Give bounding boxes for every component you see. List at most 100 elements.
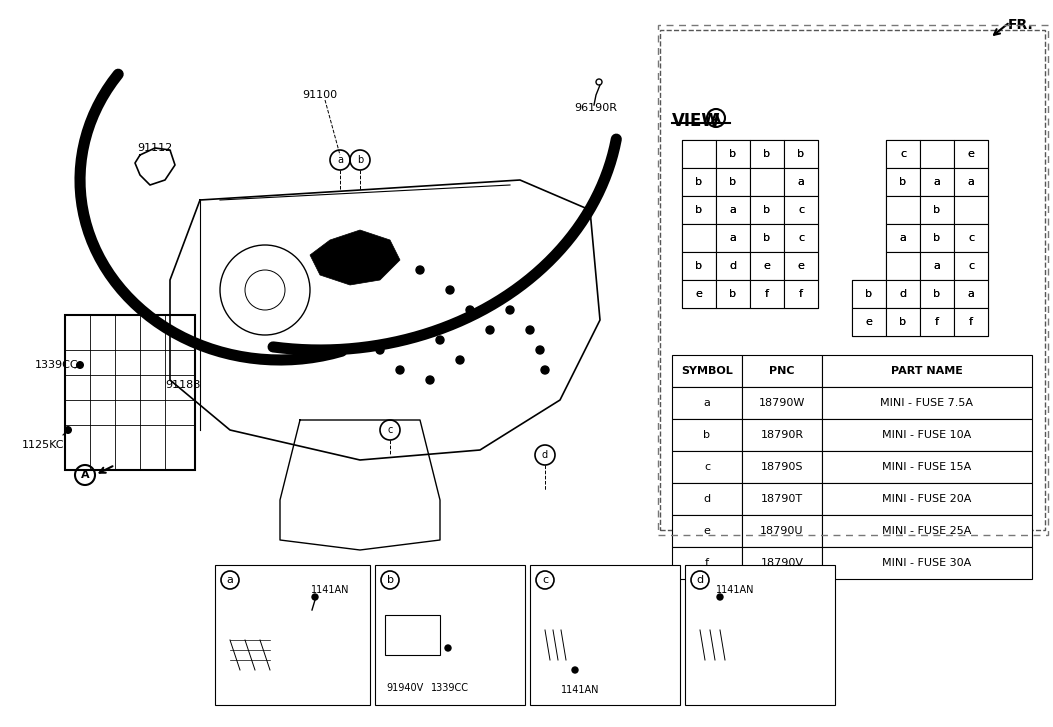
Text: e: e [696,289,702,299]
Bar [682,280,716,308]
Text: 18790S: 18790S [760,462,803,472]
Bar [742,355,822,387]
Text: PART NAME: PART NAME [891,366,962,376]
Text: c: c [798,205,804,215]
Bar [750,224,784,252]
Text: d: d [730,261,736,271]
Text: 18790R: 18790R [760,430,803,440]
Text: c: c [798,205,804,215]
Bar [886,280,920,308]
Bar [676,134,994,342]
Bar [716,252,750,280]
Text: A: A [81,470,90,480]
Text: c: c [798,233,804,243]
Text: MINI - FUSE 7.5A: MINI - FUSE 7.5A [880,398,974,408]
Text: 91112: 91112 [137,143,173,153]
Bar [920,140,954,168]
Bar [920,308,954,336]
Text: b: b [703,430,711,440]
Text: c: c [968,261,974,271]
Text: f: f [764,289,769,299]
Bar [954,168,988,196]
Text: a: a [730,205,736,215]
Text: c: c [968,261,974,271]
Bar [920,224,954,252]
Text: e: e [866,317,873,327]
Bar [672,515,742,547]
Text: b: b [934,205,940,215]
Text: MINI - FUSE 10A: MINI - FUSE 10A [882,430,972,440]
Polygon shape [310,230,400,285]
Text: b: b [934,233,940,243]
Text: 91100: 91100 [302,90,338,100]
Circle shape [312,594,318,600]
Bar [672,483,742,515]
Text: b: b [797,149,804,159]
Text: SYMBOL: SYMBOL [681,366,733,376]
Bar [954,140,988,168]
Bar [716,196,750,224]
Bar [920,280,954,308]
Circle shape [64,426,72,434]
Text: 1141AN: 1141AN [561,685,599,695]
Bar [784,280,818,308]
Bar [784,196,818,224]
Text: b: b [866,289,873,299]
Bar [954,252,988,280]
Text: b: b [730,289,736,299]
Text: 18790U: 18790U [760,526,803,536]
Bar [716,140,750,168]
Circle shape [396,366,404,374]
Text: b: b [934,233,940,243]
Bar [822,483,1032,515]
Text: b: b [899,317,907,327]
Bar [886,252,920,280]
Bar [682,140,716,168]
Text: b: b [866,289,873,299]
Bar [886,140,920,168]
Text: b: b [934,205,940,215]
Text: a: a [703,398,711,408]
Text: FR.: FR. [1008,18,1034,32]
Bar [784,224,818,252]
Text: 18790T: 18790T [761,494,803,504]
Text: b: b [730,289,736,299]
Bar [954,280,988,308]
Text: f: f [799,289,803,299]
Bar [750,140,784,168]
Text: e: e [866,317,873,327]
Bar [742,483,822,515]
Text: e: e [696,289,702,299]
Bar [672,547,742,579]
Bar [886,168,920,196]
Text: 1141AN: 1141AN [311,585,350,595]
Text: MINI - FUSE 30A: MINI - FUSE 30A [882,558,972,568]
Bar [784,140,818,168]
Text: b: b [763,205,771,215]
Bar [742,547,822,579]
Bar [822,387,1032,419]
Text: d: d [542,450,548,460]
Bar [784,252,818,280]
Bar [920,280,954,308]
Bar [750,224,784,252]
Text: a: a [934,261,940,271]
Text: MINI - FUSE 15A: MINI - FUSE 15A [882,462,972,472]
Text: f: f [969,317,973,327]
Bar [920,252,954,280]
Text: 18790W: 18790W [759,398,806,408]
Text: b: b [695,177,702,187]
Circle shape [456,356,464,364]
Bar [750,168,784,196]
Bar [716,196,750,224]
Text: 1141AN: 1141AN [716,585,754,595]
Bar [920,308,954,336]
Bar [920,168,954,196]
Text: b: b [899,177,907,187]
Text: 1125KC: 1125KC [22,440,64,450]
Bar [716,280,750,308]
Bar [954,308,988,336]
Bar [750,252,784,280]
Bar [742,419,822,451]
Bar [886,308,920,336]
